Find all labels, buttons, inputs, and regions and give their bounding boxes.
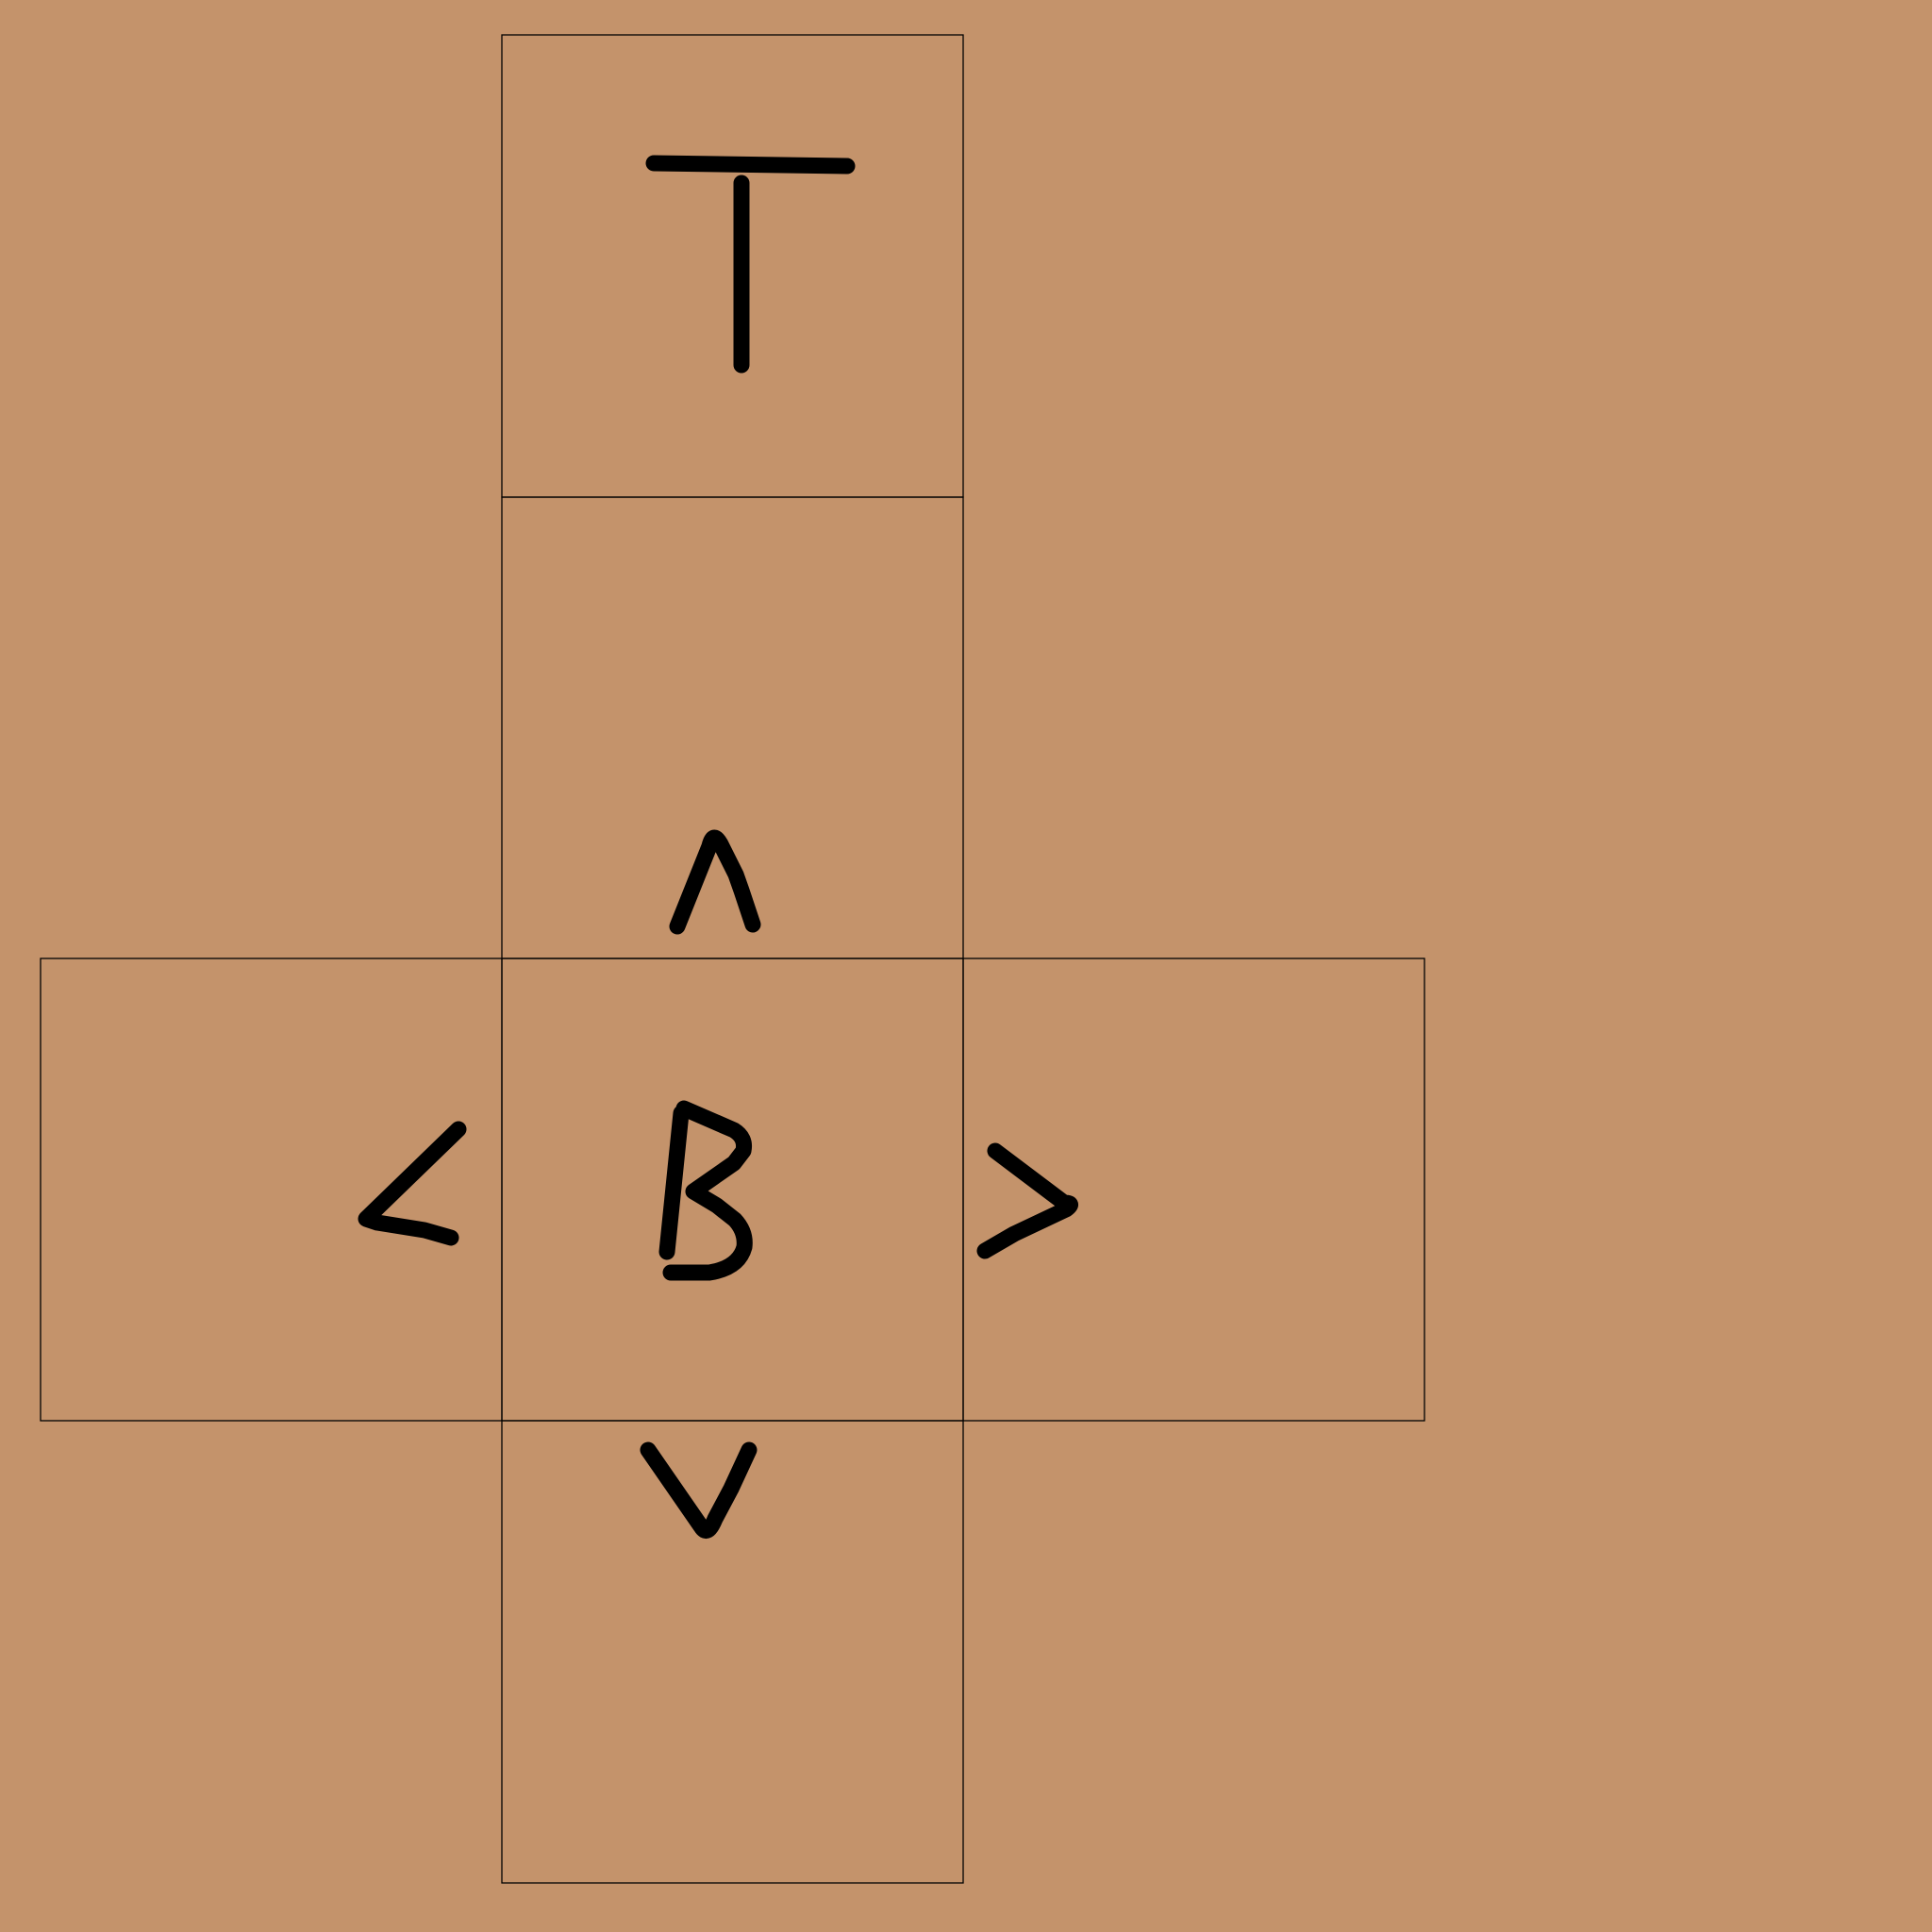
- cell-bottom: [501, 1420, 964, 1884]
- down-v-icon: v: [640, 1441, 758, 1539]
- left-angle-icon: <: [358, 1121, 467, 1246]
- letter-t-icon: T: [645, 155, 856, 374]
- cell-center: [501, 958, 964, 1422]
- cell-top: [501, 34, 964, 498]
- right-angle-icon: >: [976, 1142, 1078, 1259]
- letter-b-icon: B: [658, 1100, 753, 1281]
- cell-upper: [501, 496, 964, 959]
- up-caret-icon: ^: [669, 829, 761, 935]
- cell-right: [962, 958, 1425, 1422]
- cell-left: [40, 958, 503, 1422]
